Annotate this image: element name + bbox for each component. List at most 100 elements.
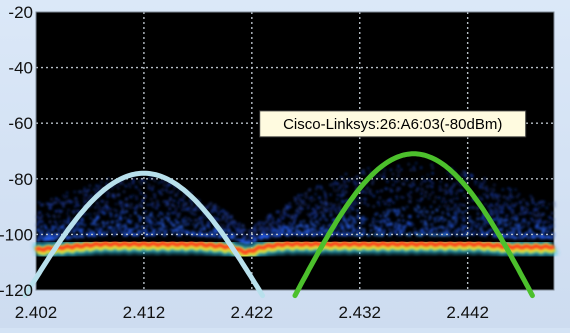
density-point [230, 215, 233, 218]
density-point [383, 221, 386, 224]
density-point [228, 228, 231, 231]
density-point [90, 194, 93, 197]
density-point [518, 231, 521, 234]
density-point [103, 212, 106, 215]
density-point [276, 210, 279, 213]
density-point [518, 193, 521, 196]
density-point [229, 222, 232, 225]
density-point [236, 229, 239, 232]
density-point [429, 234, 432, 237]
density-point [342, 201, 345, 204]
density-point [209, 235, 212, 238]
y-tick-label: -80 [8, 170, 33, 189]
density-point [542, 228, 545, 231]
density-point [429, 184, 432, 187]
density-point [279, 229, 282, 232]
density-point [169, 198, 172, 201]
density-point [548, 203, 551, 206]
density-point [210, 210, 213, 213]
density-point [49, 206, 52, 209]
density-point [308, 197, 311, 200]
density-point [361, 232, 364, 235]
density-point [334, 231, 337, 234]
density-point [330, 207, 333, 210]
density-point [190, 202, 193, 205]
density-point [284, 226, 287, 229]
density-point [55, 197, 58, 200]
density-point [167, 219, 170, 221]
density-point [119, 230, 122, 233]
density-point [463, 175, 466, 178]
density-point [366, 204, 369, 206]
density-point [498, 204, 501, 207]
density-point [209, 230, 212, 233]
density-point [37, 217, 40, 220]
density-point [261, 225, 264, 228]
density-point [280, 214, 282, 217]
density-point [227, 236, 230, 239]
density-point [475, 225, 478, 228]
density-point [159, 222, 162, 225]
density-point [176, 213, 179, 216]
density-point [206, 206, 209, 209]
density-point [194, 219, 197, 222]
density-point [461, 189, 463, 192]
density-point [486, 196, 489, 199]
density-point [501, 211, 504, 214]
density-point [446, 226, 448, 229]
density-point [225, 213, 228, 216]
density-point [136, 223, 139, 225]
density-point [532, 213, 535, 216]
density-point [343, 180, 346, 183]
density-point [444, 234, 447, 237]
density-point [220, 218, 223, 221]
density-point [481, 183, 484, 186]
density-point [424, 220, 427, 223]
density-point [501, 207, 504, 210]
density-point [401, 214, 404, 217]
density-point [257, 235, 260, 238]
density-point [495, 235, 498, 238]
density-point [337, 224, 340, 227]
density-point [416, 199, 419, 202]
density-point [61, 231, 64, 234]
density-point [89, 217, 92, 220]
density-point [231, 237, 234, 240]
density-point [279, 221, 282, 223]
density-point [359, 217, 362, 220]
density-point [389, 234, 392, 237]
density-point [464, 233, 467, 236]
density-point [389, 200, 392, 202]
density-point [105, 209, 108, 212]
density-point [107, 178, 110, 181]
density-point [336, 212, 339, 215]
density-point [336, 198, 339, 201]
density-point [278, 224, 280, 227]
density-point [518, 233, 521, 236]
density-point [198, 234, 201, 237]
density-point [39, 211, 41, 214]
density-point [112, 194, 115, 197]
density-point [53, 233, 56, 236]
density-point [402, 183, 405, 186]
density-point [145, 217, 148, 220]
density-point [59, 234, 61, 237]
density-point [402, 196, 405, 199]
density-point [314, 209, 317, 212]
density-point [506, 196, 509, 199]
density-point [425, 223, 428, 226]
density-point [359, 228, 362, 231]
density-point [308, 229, 311, 232]
density-point [291, 215, 294, 218]
density-point [130, 203, 133, 206]
density-point [434, 234, 437, 237]
density-point [345, 224, 348, 227]
density-point [133, 207, 136, 210]
density-point [446, 171, 449, 174]
density-point [386, 222, 389, 225]
density-point [171, 203, 174, 206]
density-point [397, 171, 400, 174]
density-point [141, 216, 144, 219]
density-point [341, 231, 344, 234]
density-point [531, 199, 534, 202]
